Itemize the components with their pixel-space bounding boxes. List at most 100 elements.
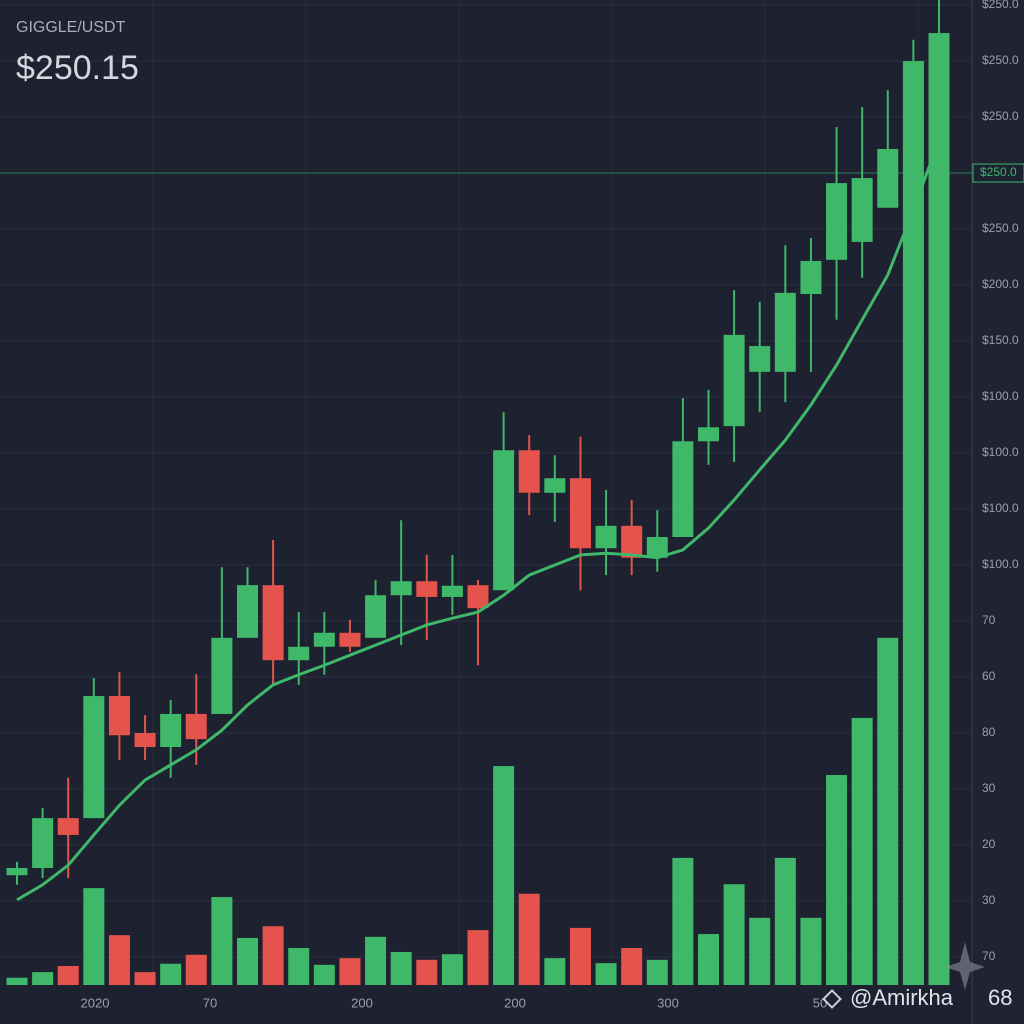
y-tick-label: $250.0 (982, 221, 1019, 235)
volume-bar (851, 717, 873, 985)
x-tick-label: 200 (504, 995, 526, 1010)
candle-body (493, 450, 515, 591)
candle-body (365, 595, 387, 638)
y-tick-label: $250.0 (982, 109, 1019, 123)
y-tick-label: 70 (982, 949, 996, 963)
volume-bar (544, 958, 566, 985)
candle-body (32, 818, 54, 868)
volume-bar (621, 948, 643, 985)
volume-bar (236, 937, 259, 985)
price-label-box (972, 163, 1024, 183)
candle-body (800, 260, 822, 294)
volume-bar (723, 884, 745, 985)
sparkle-icon (945, 942, 985, 990)
volume-bar (646, 959, 668, 985)
volume-bar (83, 888, 105, 985)
volume-bar (877, 637, 899, 985)
candle-body (697, 427, 720, 442)
volume-bar (800, 917, 822, 985)
candle-body (236, 585, 259, 638)
candle-body (83, 696, 105, 819)
volume-bar (416, 959, 438, 985)
volume-bar (493, 766, 515, 985)
volume-bar (185, 954, 207, 985)
chart-title: GIGGLE/USDT (16, 19, 126, 36)
x-tick-label: 2020 (81, 995, 110, 1010)
y-tick-label: $100.0 (982, 557, 1019, 571)
volume-bar (365, 936, 387, 985)
y-tick-label: 30 (982, 893, 996, 907)
volume-bar (288, 948, 310, 985)
y-tick-label: $250.0 (982, 0, 1019, 11)
candle-body (723, 334, 745, 427)
candle-body (390, 581, 412, 596)
volume-bar (749, 917, 771, 985)
candle-body (621, 525, 643, 558)
volume-bar (390, 951, 412, 985)
candle-body (6, 867, 28, 876)
y-tick-label: 30 (982, 781, 996, 795)
volume-layer (6, 637, 899, 985)
candle-body (774, 292, 796, 372)
candle-body (262, 585, 284, 661)
moving-average (16, 139, 941, 902)
candle-body (288, 646, 310, 661)
candle-body (826, 183, 848, 260)
volume-bar (262, 926, 284, 985)
candle-body (467, 585, 489, 609)
volume-bar (774, 857, 796, 985)
volume-bar (697, 934, 720, 985)
grid (0, 4, 972, 958)
chart-subtitle: $250.15 (16, 49, 139, 87)
candle-body (313, 632, 335, 647)
candle-body (544, 478, 566, 493)
volume-bar (57, 965, 79, 985)
y-tick-label: 60 (982, 669, 996, 683)
volume-bar (441, 954, 463, 985)
volume-bar (211, 897, 233, 985)
candle-body (595, 525, 617, 549)
y-tick-label: 80 (982, 725, 996, 739)
volume-bar (134, 972, 156, 985)
volume-bar (108, 935, 130, 985)
candle-body (569, 478, 591, 549)
x-tick-label: 200 (351, 995, 373, 1010)
y-tick-label: 20 (982, 837, 996, 851)
candle-body (185, 713, 207, 740)
y-tick-label: $100.0 (982, 389, 1019, 403)
candle-body (108, 696, 130, 736)
candle-body (441, 585, 463, 597)
candle-body (134, 733, 156, 748)
candle-body (416, 581, 438, 597)
x-tick-label: 70 (203, 995, 217, 1010)
volume-bar (32, 972, 54, 985)
candle-body (902, 61, 924, 985)
y-tick-label: $200.0 (982, 277, 1019, 291)
corner-text: 68 (988, 985, 1012, 1010)
candle-body (749, 346, 771, 372)
volume-bar (518, 893, 540, 985)
volume-bar (467, 930, 489, 985)
candle-body (851, 178, 873, 242)
volume-bar (826, 775, 848, 985)
watermark: @Amirkha (850, 985, 954, 1010)
y-tick-label: $250.0 (982, 53, 1019, 67)
candle-body (928, 33, 950, 986)
volume-bar (339, 958, 361, 985)
candle-body (57, 818, 79, 835)
candle-body (518, 450, 540, 493)
watermark-icon (822, 989, 842, 1009)
candle-body (877, 148, 899, 208)
y-tick-label: $100.0 (982, 501, 1019, 515)
label-layer: $250.0 $250.0 $250.0 $250.0 $200.0 $150.0 $100… (81, 0, 1024, 1010)
candle-body (646, 537, 668, 558)
candle-layer (6, 0, 950, 986)
price-label: $250.0 (980, 165, 1017, 179)
candle-body (672, 441, 694, 538)
volume-bar (672, 857, 694, 985)
volume-bar (160, 963, 182, 985)
volume-bar (313, 964, 335, 985)
volume-bar (595, 963, 617, 985)
volume-bar (569, 927, 591, 985)
